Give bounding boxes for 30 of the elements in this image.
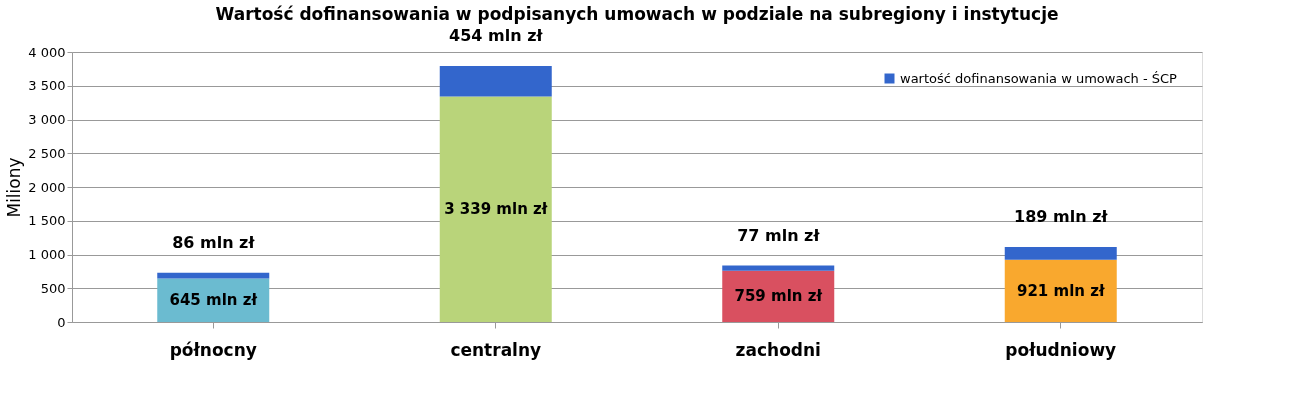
x-tick-label: północny [169, 339, 257, 360]
y-tick-label: 3 500 [28, 78, 66, 94]
x-tick-label: centralny [450, 339, 542, 360]
y-tick-label: 2 000 [28, 179, 66, 195]
y-tick-label: 0 [57, 314, 66, 330]
bar [722, 265, 835, 271]
y-tick-label: 3 000 [28, 112, 66, 127]
y-tick-label: 4 000 [28, 44, 66, 60]
data-label: 454 mln zł [449, 25, 544, 45]
data-label: 759 mln zł [734, 287, 823, 306]
data-label: 86 mln zł [172, 232, 256, 252]
y-tick-label: 500 [40, 280, 66, 296]
y-tick-label: 1 500 [28, 213, 66, 229]
x-tick-label: zachodni [735, 339, 821, 360]
y-tick-label: 1 000 [28, 247, 66, 262]
data-label: 77 mln zł [737, 225, 821, 245]
bar [722, 270, 835, 322]
bar [439, 96, 552, 322]
data-label: 645 mln zł [169, 291, 258, 310]
data-label: 189 mln zł [1014, 207, 1109, 227]
y-axis-title: Miliony [4, 157, 25, 218]
bar [1004, 247, 1117, 260]
y-tick-label: 2 500 [28, 145, 66, 161]
x-tick-label: południowy [1005, 339, 1117, 360]
legend-label: wartość dofinansowania w umowach - ŚCP [900, 70, 1178, 86]
chart-title: Wartość dofinansowania w podpisanych umowach w podziale na subregiony i instytucje [215, 3, 1059, 24]
bar [1004, 259, 1117, 322]
data-label: 3 339 mln zł [444, 200, 548, 219]
bar [439, 65, 552, 97]
data-label: 921 mln zł [1016, 281, 1105, 300]
